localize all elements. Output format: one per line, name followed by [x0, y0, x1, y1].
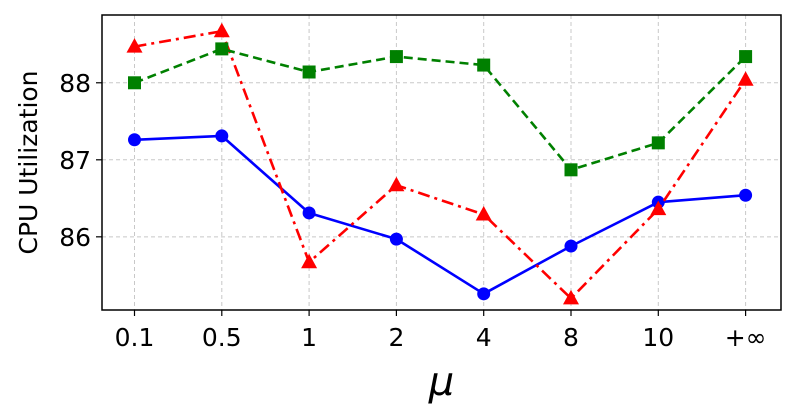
data-point	[564, 239, 578, 253]
data-point	[213, 22, 230, 38]
data-point	[215, 42, 229, 56]
data-point	[389, 50, 403, 64]
y-tick-label: 88	[59, 69, 91, 98]
data-point	[475, 206, 492, 221]
grid-lines	[102, 15, 781, 310]
plot-area-frame	[101, 14, 782, 311]
series-line	[134, 134, 746, 296]
x-axis-label: μ	[428, 359, 454, 405]
y-axis-label: CPU Utilization	[14, 70, 43, 254]
x-tick-label: 0.5	[202, 323, 242, 352]
y-axis: 86 87 88	[59, 69, 102, 252]
data-point	[128, 133, 141, 147]
data-point	[388, 176, 405, 192]
data-point	[215, 129, 229, 143]
x-tick-label: 10	[642, 323, 674, 352]
data-point	[128, 76, 141, 90]
x-tick-label: +∞	[725, 323, 767, 352]
series-line	[134, 29, 747, 300]
series-2	[126, 22, 754, 305]
data-point	[737, 71, 754, 86]
data-point	[302, 65, 316, 79]
series-line	[134, 47, 747, 172]
x-tick-label: 8	[563, 323, 579, 352]
data-point	[564, 163, 578, 177]
data-point	[301, 253, 318, 269]
data-point	[739, 188, 753, 202]
data-point	[650, 200, 667, 216]
x-tick-label: 1	[301, 323, 317, 352]
series-1	[128, 129, 753, 301]
data-point	[563, 289, 579, 305]
series-layer	[126, 22, 754, 305]
x-tick-label: 2	[388, 323, 404, 352]
data-point	[126, 38, 143, 53]
data-point	[477, 58, 491, 72]
x-tick-label: 0.1	[115, 323, 155, 352]
y-tick-label: 86	[59, 223, 91, 252]
series-3	[128, 42, 753, 177]
data-point	[389, 232, 403, 246]
data-point	[739, 50, 753, 64]
x-tick-label: 4	[476, 323, 492, 352]
data-point	[302, 206, 316, 220]
data-point	[651, 136, 665, 150]
x-axis: 0.1 0.5 1 2 4 8 10 +∞	[115, 310, 767, 352]
y-tick-label: 87	[59, 146, 91, 175]
data-point	[477, 287, 491, 301]
